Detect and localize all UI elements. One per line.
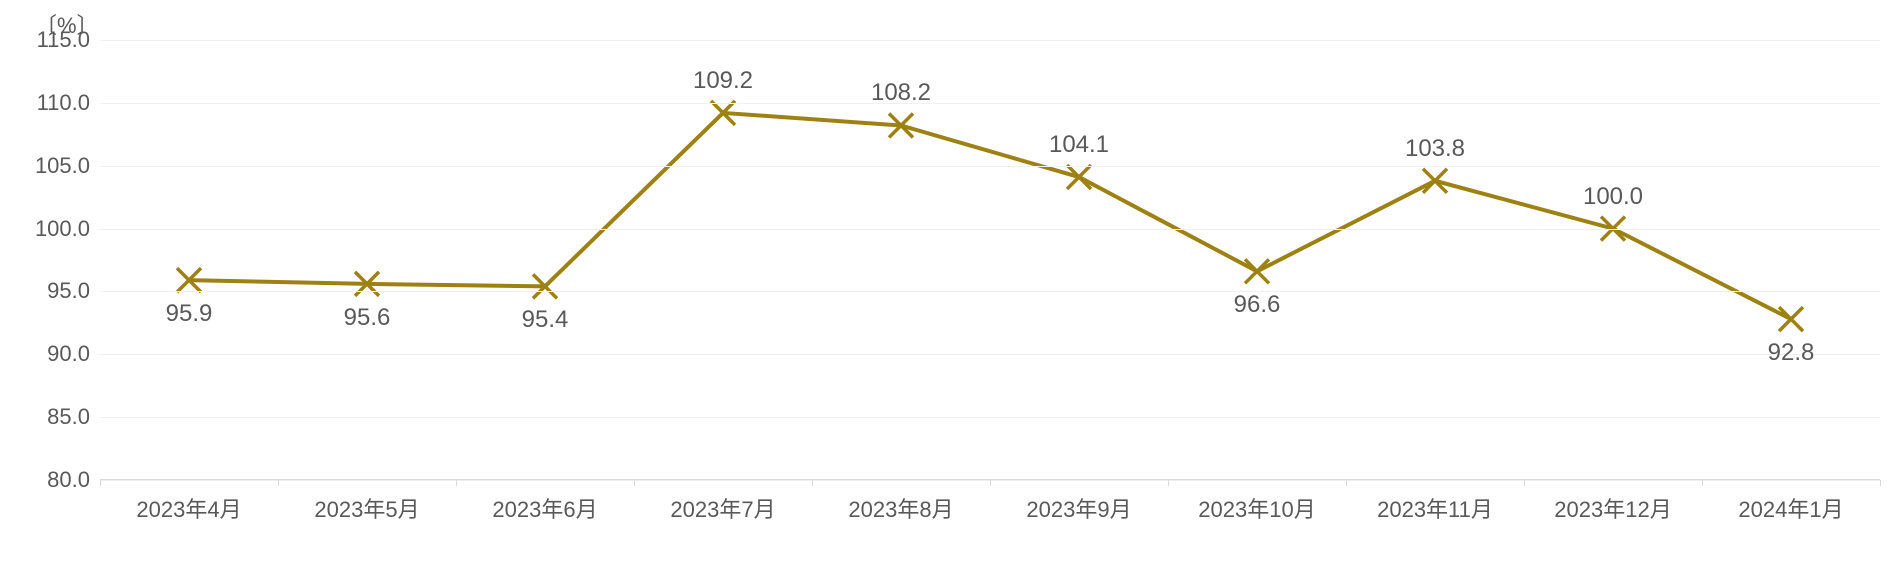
y-axis-label: 85.0 [20, 404, 90, 430]
x-axis-label: 2023年8月 [811, 492, 991, 524]
gridline [100, 291, 1880, 292]
data-label: 100.0 [1553, 183, 1673, 211]
data-label: 104.1 [1019, 131, 1139, 159]
y-axis-label: 115.0 [20, 27, 90, 53]
x-tick [456, 480, 457, 486]
x-tick [1880, 480, 1881, 486]
x-tick [278, 480, 279, 486]
y-axis-label: 110.0 [20, 90, 90, 116]
x-tick [1524, 480, 1525, 486]
y-axis-label: 80.0 [20, 467, 90, 493]
data-marker [1067, 165, 1091, 189]
x-tick [1168, 480, 1169, 486]
y-axis-label: 90.0 [20, 341, 90, 367]
x-axis-label: 2023年6月 [455, 492, 635, 524]
data-label: 103.8 [1375, 135, 1495, 163]
data-label: 95.9 [129, 300, 249, 328]
x-axis-label: 2023年11月 [1345, 492, 1525, 524]
data-label: 109.2 [663, 67, 783, 95]
x-axis-label: 2023年4月 [99, 492, 279, 524]
x-axis-label: 2023年9月 [989, 492, 1169, 524]
data-label: 95.4 [485, 306, 605, 334]
plot-area [100, 40, 1880, 480]
gridline [100, 229, 1880, 230]
data-label: 96.6 [1197, 291, 1317, 319]
x-axis-label: 2024年1月 [1701, 492, 1881, 524]
chart-svg [100, 40, 1880, 480]
data-marker [1423, 169, 1447, 193]
x-tick [812, 480, 813, 486]
data-label: 95.6 [307, 304, 427, 332]
gridline [100, 354, 1880, 355]
chart-line [189, 113, 1791, 319]
gridline [100, 166, 1880, 167]
x-axis-label: 2023年12月 [1523, 492, 1703, 524]
y-axis-label: 95.0 [20, 278, 90, 304]
x-axis-label: 2023年10月 [1167, 492, 1347, 524]
x-tick [1346, 480, 1347, 486]
x-axis-label: 2023年7月 [633, 492, 813, 524]
line-chart: 〔%〕 80.085.090.095.0100.0105.0110.0115.0… [0, 0, 1900, 561]
data-marker [1245, 259, 1269, 283]
x-tick [990, 480, 991, 486]
data-marker [1779, 307, 1803, 331]
x-tick [100, 480, 101, 486]
x-axis-label: 2023年5月 [277, 492, 457, 524]
gridline [100, 417, 1880, 418]
y-axis-label: 105.0 [20, 153, 90, 179]
gridline [100, 103, 1880, 104]
data-label: 108.2 [841, 79, 961, 107]
y-axis-label: 100.0 [20, 216, 90, 242]
x-tick [1702, 480, 1703, 486]
gridline [100, 40, 1880, 41]
x-tick [634, 480, 635, 486]
data-label: 92.8 [1731, 339, 1851, 367]
